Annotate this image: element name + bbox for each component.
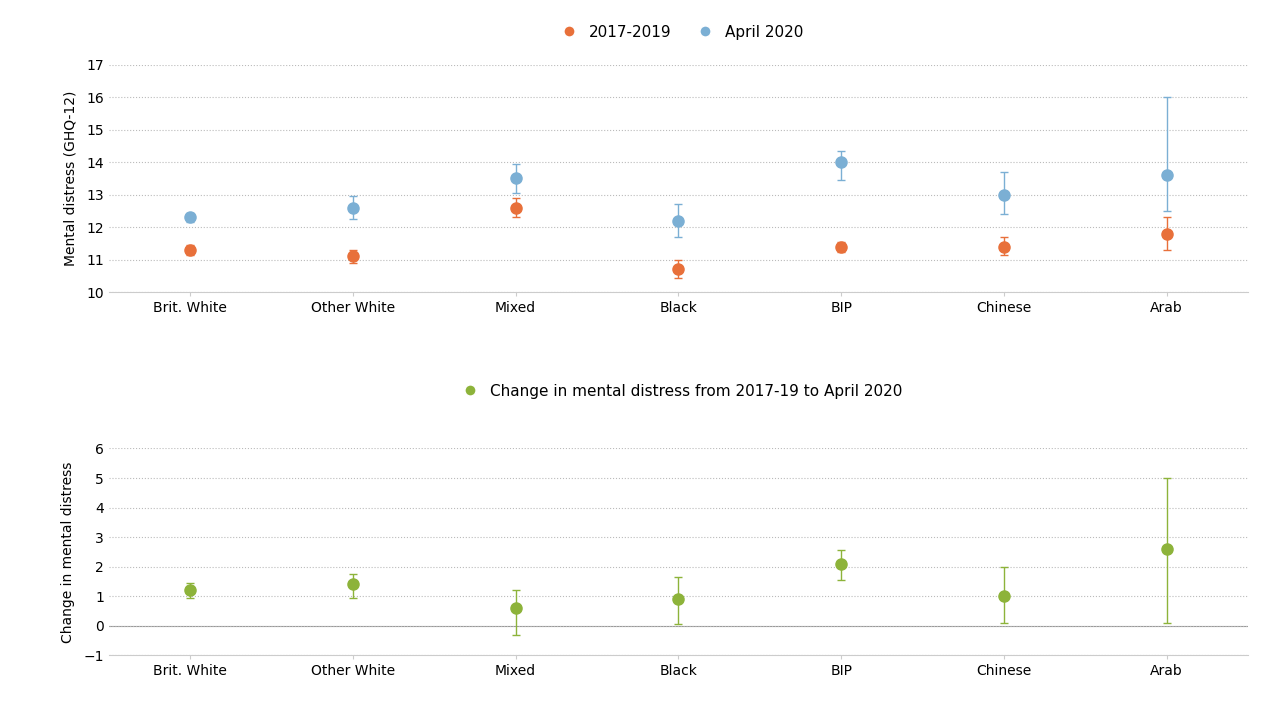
Legend: 2017-2019, April 2020: 2017-2019, April 2020 (548, 19, 809, 45)
Legend: Change in mental distress from 2017-19 to April 2020: Change in mental distress from 2017-19 t… (448, 377, 909, 405)
Y-axis label: Mental distress (GHQ-12): Mental distress (GHQ-12) (64, 91, 78, 266)
Y-axis label: Change in mental distress: Change in mental distress (61, 461, 76, 642)
